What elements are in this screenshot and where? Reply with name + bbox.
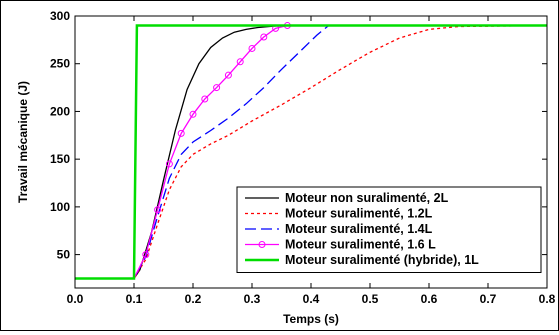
legend-label-1: Moteur non suralimenté, 2L [285, 191, 449, 205]
y-tick-label: 50 [57, 248, 71, 262]
y-tick-label: 250 [50, 57, 70, 71]
series-line-5 [75, 24, 547, 280]
series-4-point [189, 110, 197, 118]
legend-label-3: Moteur suralimenté, 1.4L [285, 222, 433, 236]
legend-box [236, 186, 542, 273]
series-4-point [154, 206, 162, 214]
x-axis-label: Temps (s) [283, 312, 339, 326]
legend-label-2: Moteur suralimenté, 1.2L [285, 207, 433, 221]
y-tick-label: 300 [50, 9, 70, 23]
series-4-point [236, 58, 244, 66]
line-chart: 0.0 0.1 0.2 0.3 0.4 0.5 0.6 0.7 0.8 50 100 150 200 25… [16, 9, 556, 326]
series-4-point [224, 71, 232, 79]
x-tick-label: 0.7 [480, 292, 497, 306]
y-tick-label: 150 [50, 152, 70, 166]
legend-label-5: Moteur suralimenté (hybride), 1L [285, 253, 479, 267]
x-tick-label: 0.4 [303, 292, 320, 306]
y-axis-label: Travail mécanique (J) [16, 81, 30, 203]
x-tick-label: 0.8 [539, 292, 556, 306]
series-4-point [201, 95, 209, 103]
series-line-4 [75, 24, 547, 280]
series-4-point [213, 84, 221, 92]
y-tick-label: 100 [50, 200, 70, 214]
x-tick-label: 0.2 [185, 292, 202, 306]
series-4-point [260, 33, 268, 41]
x-tick-label: 0.1 [126, 292, 143, 306]
series-4-point [165, 160, 173, 168]
legend-label-4: Moteur suralimenté, 1.6 L [285, 238, 436, 252]
y-tick-label: 200 [50, 104, 70, 118]
legend-swatch-marker [258, 241, 266, 248]
axis-ticks: 0.0 0.1 0.2 0.3 0.4 0.5 0.6 0.7 0.8 50 100 150 200 25… [50, 9, 556, 306]
x-tick-label: 0.5 [362, 292, 379, 306]
x-tick-label: 0.6 [421, 292, 438, 306]
x-tick-label: 0.0 [67, 292, 84, 306]
series-line-3 [75, 24, 547, 280]
legend: Moteur non suralimenté, 2L Moteur suralim… [236, 186, 542, 273]
series-line-2 [75, 24, 548, 280]
series-4-point [177, 129, 185, 137]
series-line-1 [75, 24, 547, 280]
x-tick-label: 0.3 [244, 292, 261, 306]
series-4-point [248, 44, 256, 52]
series-4-point [142, 251, 150, 259]
